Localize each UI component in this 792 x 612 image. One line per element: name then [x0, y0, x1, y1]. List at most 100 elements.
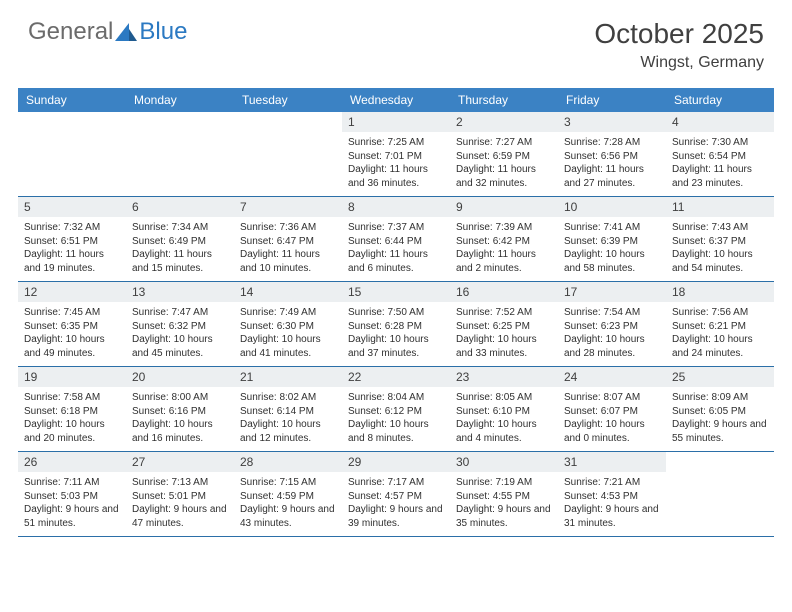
day-of-week-header: SundayMondayTuesdayWednesdayThursdayFrid…	[18, 88, 774, 112]
day-details: Sunrise: 8:00 AMSunset: 6:16 PMDaylight:…	[126, 387, 234, 449]
day-number: 22	[342, 367, 450, 387]
logo-triangle-icon	[115, 23, 137, 41]
day-details: Sunrise: 7:54 AMSunset: 6:23 PMDaylight:…	[558, 302, 666, 364]
dow-cell: Saturday	[666, 88, 774, 112]
dow-cell: Sunday	[18, 88, 126, 112]
day-details: Sunrise: 7:56 AMSunset: 6:21 PMDaylight:…	[666, 302, 774, 364]
day-cell: 22Sunrise: 8:04 AMSunset: 6:12 PMDayligh…	[342, 367, 450, 451]
day-details: Sunrise: 7:28 AMSunset: 6:56 PMDaylight:…	[558, 132, 666, 194]
day-number: 28	[234, 452, 342, 472]
day-cell: 2Sunrise: 7:27 AMSunset: 6:59 PMDaylight…	[450, 112, 558, 196]
day-cell: 7Sunrise: 7:36 AMSunset: 6:47 PMDaylight…	[234, 197, 342, 281]
day-cell: 20Sunrise: 8:00 AMSunset: 6:16 PMDayligh…	[126, 367, 234, 451]
logo: General Blue	[28, 18, 187, 46]
day-cell: 6Sunrise: 7:34 AMSunset: 6:49 PMDaylight…	[126, 197, 234, 281]
day-number: 14	[234, 282, 342, 302]
day-number: 29	[342, 452, 450, 472]
day-details: Sunrise: 7:21 AMSunset: 4:53 PMDaylight:…	[558, 472, 666, 534]
day-number: 11	[666, 197, 774, 217]
day-number: 7	[234, 197, 342, 217]
day-details: Sunrise: 7:41 AMSunset: 6:39 PMDaylight:…	[558, 217, 666, 279]
day-number: 8	[342, 197, 450, 217]
day-details: Sunrise: 8:07 AMSunset: 6:07 PMDaylight:…	[558, 387, 666, 449]
day-cell: 8Sunrise: 7:37 AMSunset: 6:44 PMDaylight…	[342, 197, 450, 281]
day-number: 10	[558, 197, 666, 217]
calendar-week: 26Sunrise: 7:11 AMSunset: 5:03 PMDayligh…	[18, 452, 774, 537]
day-cell: 25Sunrise: 8:09 AMSunset: 6:05 PMDayligh…	[666, 367, 774, 451]
day-cell: 16Sunrise: 7:52 AMSunset: 6:25 PMDayligh…	[450, 282, 558, 366]
day-details: Sunrise: 7:39 AMSunset: 6:42 PMDaylight:…	[450, 217, 558, 279]
day-cell: 10Sunrise: 7:41 AMSunset: 6:39 PMDayligh…	[558, 197, 666, 281]
day-details: Sunrise: 7:19 AMSunset: 4:55 PMDaylight:…	[450, 472, 558, 534]
calendar-body: 1Sunrise: 7:25 AMSunset: 7:01 PMDaylight…	[18, 112, 774, 537]
day-number: 20	[126, 367, 234, 387]
day-cell: 30Sunrise: 7:19 AMSunset: 4:55 PMDayligh…	[450, 452, 558, 536]
day-cell: 31Sunrise: 7:21 AMSunset: 4:53 PMDayligh…	[558, 452, 666, 536]
day-cell: 24Sunrise: 8:07 AMSunset: 6:07 PMDayligh…	[558, 367, 666, 451]
day-number: 1	[342, 112, 450, 132]
day-cell	[234, 112, 342, 196]
day-details: Sunrise: 7:34 AMSunset: 6:49 PMDaylight:…	[126, 217, 234, 279]
logo-text-blue: Blue	[139, 18, 187, 46]
day-cell: 17Sunrise: 7:54 AMSunset: 6:23 PMDayligh…	[558, 282, 666, 366]
day-details: Sunrise: 7:37 AMSunset: 6:44 PMDaylight:…	[342, 217, 450, 279]
dow-cell: Friday	[558, 88, 666, 112]
day-cell: 18Sunrise: 7:56 AMSunset: 6:21 PMDayligh…	[666, 282, 774, 366]
day-details: Sunrise: 7:43 AMSunset: 6:37 PMDaylight:…	[666, 217, 774, 279]
calendar-week: 19Sunrise: 7:58 AMSunset: 6:18 PMDayligh…	[18, 367, 774, 452]
day-cell	[126, 112, 234, 196]
title-block: October 2025 Wingst, Germany	[594, 18, 764, 72]
day-number: 9	[450, 197, 558, 217]
day-cell: 5Sunrise: 7:32 AMSunset: 6:51 PMDaylight…	[18, 197, 126, 281]
day-details: Sunrise: 8:09 AMSunset: 6:05 PMDaylight:…	[666, 387, 774, 449]
empty-day	[126, 112, 234, 132]
logo-text-general: General	[28, 18, 113, 46]
day-cell: 26Sunrise: 7:11 AMSunset: 5:03 PMDayligh…	[18, 452, 126, 536]
empty-day	[234, 112, 342, 132]
dow-cell: Monday	[126, 88, 234, 112]
day-details: Sunrise: 7:50 AMSunset: 6:28 PMDaylight:…	[342, 302, 450, 364]
dow-cell: Thursday	[450, 88, 558, 112]
day-cell: 21Sunrise: 8:02 AMSunset: 6:14 PMDayligh…	[234, 367, 342, 451]
day-cell: 15Sunrise: 7:50 AMSunset: 6:28 PMDayligh…	[342, 282, 450, 366]
day-number: 23	[450, 367, 558, 387]
location-label: Wingst, Germany	[594, 54, 764, 72]
day-cell: 3Sunrise: 7:28 AMSunset: 6:56 PMDaylight…	[558, 112, 666, 196]
day-cell	[666, 452, 774, 536]
day-details: Sunrise: 7:32 AMSunset: 6:51 PMDaylight:…	[18, 217, 126, 279]
day-number: 15	[342, 282, 450, 302]
page-title: October 2025	[594, 18, 764, 50]
day-number: 30	[450, 452, 558, 472]
day-details: Sunrise: 7:45 AMSunset: 6:35 PMDaylight:…	[18, 302, 126, 364]
calendar-week: 5Sunrise: 7:32 AMSunset: 6:51 PMDaylight…	[18, 197, 774, 282]
empty-day	[18, 112, 126, 132]
day-details: Sunrise: 8:05 AMSunset: 6:10 PMDaylight:…	[450, 387, 558, 449]
day-number: 31	[558, 452, 666, 472]
day-cell: 13Sunrise: 7:47 AMSunset: 6:32 PMDayligh…	[126, 282, 234, 366]
calendar-week: 1Sunrise: 7:25 AMSunset: 7:01 PMDaylight…	[18, 112, 774, 197]
day-details: Sunrise: 7:47 AMSunset: 6:32 PMDaylight:…	[126, 302, 234, 364]
day-cell: 19Sunrise: 7:58 AMSunset: 6:18 PMDayligh…	[18, 367, 126, 451]
day-details: Sunrise: 7:15 AMSunset: 4:59 PMDaylight:…	[234, 472, 342, 534]
day-details: Sunrise: 7:58 AMSunset: 6:18 PMDaylight:…	[18, 387, 126, 449]
dow-cell: Wednesday	[342, 88, 450, 112]
day-details: Sunrise: 8:04 AMSunset: 6:12 PMDaylight:…	[342, 387, 450, 449]
day-cell: 14Sunrise: 7:49 AMSunset: 6:30 PMDayligh…	[234, 282, 342, 366]
day-number: 5	[18, 197, 126, 217]
day-cell: 27Sunrise: 7:13 AMSunset: 5:01 PMDayligh…	[126, 452, 234, 536]
day-details: Sunrise: 7:13 AMSunset: 5:01 PMDaylight:…	[126, 472, 234, 534]
day-details: Sunrise: 7:36 AMSunset: 6:47 PMDaylight:…	[234, 217, 342, 279]
dow-cell: Tuesday	[234, 88, 342, 112]
day-number: 3	[558, 112, 666, 132]
day-number: 19	[18, 367, 126, 387]
day-cell: 28Sunrise: 7:15 AMSunset: 4:59 PMDayligh…	[234, 452, 342, 536]
header: General Blue October 2025 Wingst, German…	[0, 0, 792, 80]
day-details: Sunrise: 8:02 AMSunset: 6:14 PMDaylight:…	[234, 387, 342, 449]
day-number: 17	[558, 282, 666, 302]
day-cell: 29Sunrise: 7:17 AMSunset: 4:57 PMDayligh…	[342, 452, 450, 536]
day-cell: 4Sunrise: 7:30 AMSunset: 6:54 PMDaylight…	[666, 112, 774, 196]
day-cell: 23Sunrise: 8:05 AMSunset: 6:10 PMDayligh…	[450, 367, 558, 451]
calendar-week: 12Sunrise: 7:45 AMSunset: 6:35 PMDayligh…	[18, 282, 774, 367]
day-details: Sunrise: 7:30 AMSunset: 6:54 PMDaylight:…	[666, 132, 774, 194]
day-details: Sunrise: 7:17 AMSunset: 4:57 PMDaylight:…	[342, 472, 450, 534]
